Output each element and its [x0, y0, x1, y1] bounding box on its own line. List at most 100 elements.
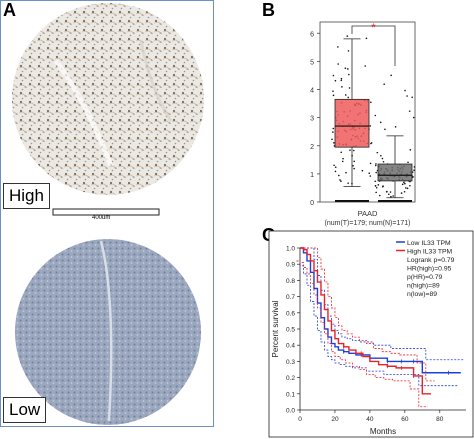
scale-bar-label: 400um [92, 215, 111, 221]
jitter-point-tumor [349, 149, 351, 151]
jitter-point-tumor [347, 50, 350, 52]
jitter-point-normal [409, 149, 412, 151]
x-tick-label-c: 0 [298, 416, 302, 423]
jitter-point-tumor [334, 170, 337, 173]
jitter-point-tumor [332, 131, 334, 133]
jitter-point-normal [374, 185, 377, 187]
panel-letter-a: A [3, 0, 16, 20]
jitter-point-tumor [348, 87, 351, 89]
y-tick-label-b: 2 [310, 144, 314, 151]
box-normal [377, 163, 413, 182]
jitter-point-tumor [340, 79, 343, 82]
jitter-point-tumor [337, 63, 339, 65]
jitter-point-tumor [347, 182, 349, 184]
panel-c-frame [268, 230, 474, 438]
panel-a-images [12, 3, 204, 425]
jitter-point-normal [390, 74, 392, 77]
jitter-point-tumor [344, 67, 347, 69]
significance-bracket [351, 25, 396, 66]
jitter-point-tumor [352, 164, 354, 167]
jitter-point-normal [409, 184, 411, 187]
jitter-point-normal [383, 83, 385, 85]
jitter-point-tumor [369, 125, 372, 127]
stat-line: HR(high)=0.95 [407, 266, 452, 273]
jitter-point-normal [403, 190, 406, 193]
y-tick-label-c: 1.0 [286, 246, 295, 253]
jitter-point-normal [401, 183, 404, 186]
legend-label-high: High IL33 TPM [407, 249, 453, 256]
survival-line-high [300, 247, 432, 395]
jitter-point-tumor [347, 96, 349, 99]
jitter-point-tumor [333, 142, 335, 144]
jitter-point-normal [378, 194, 381, 197]
jitter-point-normal [380, 154, 382, 157]
y-tick-label-c: 0.8 [286, 278, 295, 285]
jitter-point-tumor [332, 94, 335, 97]
y-tick-label-b: 4 [310, 88, 314, 95]
box-tumor [334, 98, 370, 148]
y-tick-label-c: 0.9 [286, 262, 295, 269]
jitter-point-tumor [338, 174, 340, 177]
stat-line: n(low)=89 [407, 291, 437, 298]
stat-line: n(high)=89 [407, 283, 440, 290]
jitter-point-tumor [353, 167, 355, 170]
jitter-point-tumor [332, 74, 335, 77]
x-tick-label-c: 60 [401, 416, 409, 423]
jitter-point-normal [400, 192, 403, 194]
jitter-point-normal [412, 116, 415, 119]
y-tick-label-c: 0.7 [286, 294, 295, 301]
jitter-point-normal [374, 114, 377, 117]
jitter-point-tumor [344, 94, 347, 96]
jitter-point-tumor [353, 149, 355, 152]
y-tick-label-b: 1 [310, 172, 314, 179]
jitter-point-tumor [369, 101, 372, 104]
stat-line: Logrank p=0.79 [407, 257, 455, 264]
jitter-point-normal [388, 193, 390, 196]
jitter-point-tumor [342, 157, 344, 160]
y-tick-label-b: 5 [310, 59, 314, 66]
jitter-point-normal [413, 169, 415, 171]
jitter-point-tumor [337, 46, 339, 48]
jitter-point-tumor [340, 180, 342, 182]
x-tick-label-c: 20 [331, 416, 339, 423]
jitter-point-normal [381, 157, 384, 160]
jitter-point-tumor [370, 142, 372, 145]
jitter-point-tumor [340, 151, 342, 154]
jitter-point-normal [411, 96, 414, 99]
jitter-point-tumor [364, 65, 366, 67]
jitter-point-normal [389, 191, 392, 193]
tissue-core-low [15, 239, 201, 425]
stat-line: p(HR)=0.79 [407, 274, 443, 281]
jitter-point-tumor [341, 160, 344, 163]
jitter-point-normal [394, 126, 397, 128]
jitter-point-normal [385, 191, 388, 193]
panel-letter-b: B [262, 0, 275, 20]
jitter-point-normal [377, 184, 380, 186]
jitter-point-normal [382, 160, 385, 163]
jitter-point-normal [374, 164, 377, 167]
panel-b-boxplot: 0 1 2 3 4 5 6 * PAAD (num(T)=179; num(N)=171) [310, 21, 416, 227]
tissue-core-high [12, 3, 204, 195]
jitter-point-normal [376, 151, 379, 154]
jitter-point-normal [390, 195, 392, 198]
jitter-point-normal [406, 95, 408, 97]
x-tick-label-c: 80 [436, 416, 444, 423]
ci-upper-low [303, 247, 465, 361]
y-tick-label-c: 0.2 [286, 375, 295, 382]
x-tick-label-c: 40 [366, 416, 374, 423]
x-axis-label-c: Months [370, 427, 396, 436]
high-label: High [3, 183, 50, 209]
panel-a-frame: High 400um Low [0, 0, 214, 427]
y-tick-label-b: 0 [310, 200, 314, 207]
jitter-point-tumor [333, 164, 335, 167]
jitter-point-tumor [365, 37, 368, 40]
jitter-point-tumor [334, 79, 337, 82]
sample-sizes-label: (num(T)=179; num(N)=171) [325, 220, 411, 227]
jitter-point-tumor [369, 162, 372, 165]
jitter-point-tumor [339, 179, 341, 181]
jitter-point-tumor [353, 160, 355, 163]
y-tick-label-c: 0.4 [286, 343, 295, 350]
y-tick-label-b: 6 [310, 31, 314, 38]
jitter-point-tumor [348, 73, 350, 76]
panel-c-survival-plot: 0.0 0.1 0.2 0.3 0.4 0.5 0.6 0.7 0.8 0.9 1.0 0 20 40 60… [268, 230, 474, 438]
